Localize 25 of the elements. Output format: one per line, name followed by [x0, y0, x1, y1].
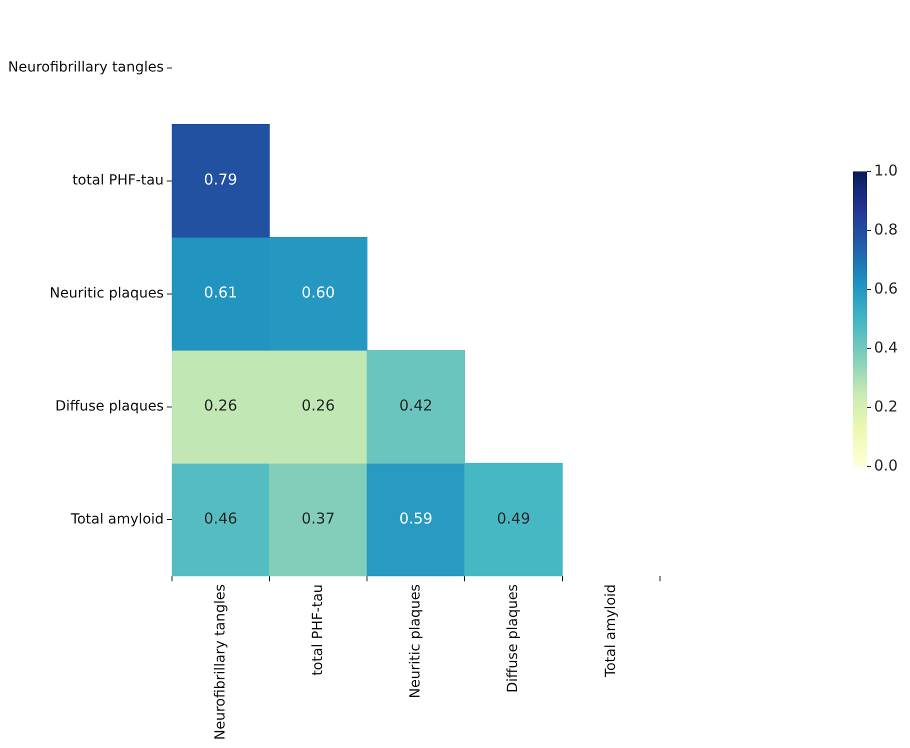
color-bar-label: 1.0	[874, 161, 898, 180]
color-bar-label: 0.6	[874, 279, 898, 298]
data-label: 0.60	[302, 284, 335, 302]
y-tick-label: Diffuse plaques	[55, 398, 164, 414]
x-tick-label: total PHF-tau	[310, 584, 326, 676]
data-label: 0.42	[399, 396, 433, 415]
color-bar-label: 0.0	[874, 456, 898, 474]
y-tick-label: Neurofibrillary tangles	[8, 60, 164, 76]
x-tick-label: Diffuse plaques	[505, 584, 522, 693]
y-tick-label: total PHF-tau	[72, 172, 164, 188]
color-bar-label: 0.8	[874, 220, 898, 238]
data-label: 0.59	[399, 510, 433, 528]
color-bar-label: 0.2	[874, 397, 898, 416]
y-tick-label: Total amyloid	[70, 511, 164, 528]
data-label: 0.61	[204, 284, 238, 302]
data-label: 0.46	[204, 510, 238, 528]
x-tick-label: Total amyloid	[602, 584, 619, 678]
data-label: 0.26	[302, 396, 335, 415]
data-label: 0.49	[496, 510, 530, 528]
y-tick-label: Neuritic plaques	[50, 285, 164, 302]
x-tick-label: Neuritic plaques	[408, 584, 424, 698]
data-label: 0.37	[302, 510, 335, 528]
data-label: 0.26	[204, 396, 238, 415]
color-bar-label: 0.4	[874, 338, 898, 356]
data-label: 0.79	[204, 170, 238, 189]
